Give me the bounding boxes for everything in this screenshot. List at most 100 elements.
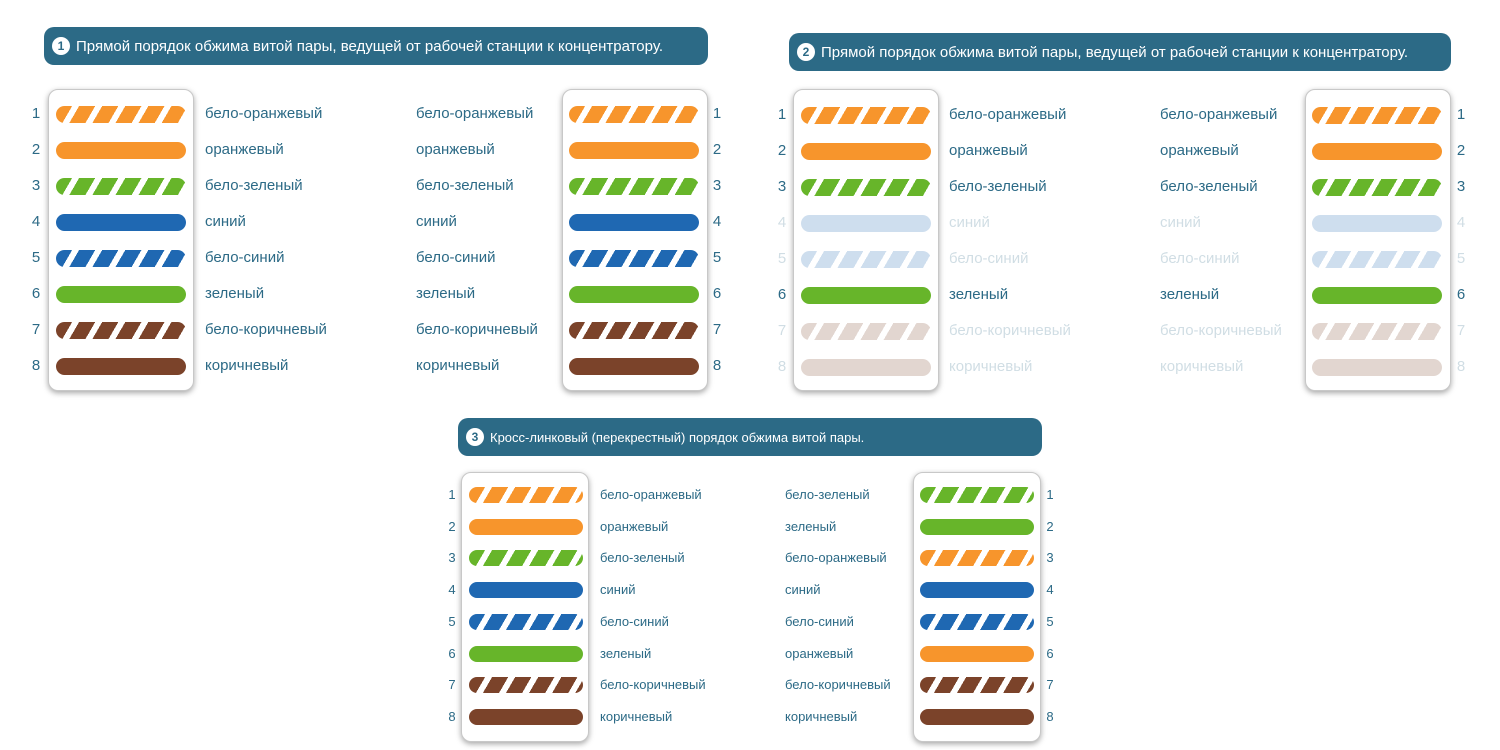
pin-number: 4 [1456, 214, 1466, 231]
wire-синий [920, 582, 1034, 599]
diagram-title: Прямой порядок обжима витой пары, ведуще… [76, 37, 663, 55]
pin-number: 1 [448, 487, 456, 502]
wire-label: бело-синий [785, 613, 854, 629]
pin-number: 3 [1046, 550, 1054, 566]
wire-label: бело-синий [205, 249, 285, 266]
wire-label: оранжевый [785, 645, 854, 661]
wire-label: бело-коричневый [600, 677, 706, 693]
wire-синий [56, 213, 186, 231]
pin-number: 7 [777, 322, 787, 339]
wire-синий [569, 213, 699, 231]
wire-коричневый [56, 357, 186, 375]
left-connector-panel [461, 472, 589, 742]
wire-бело-синий [920, 613, 1034, 630]
wire-бело-оранжевый [920, 550, 1034, 567]
wire-бело-зеленый [56, 177, 186, 195]
wire-label: бело-коричневый [785, 677, 891, 693]
diagram-title: Прямой порядок обжима витой пары, ведуще… [821, 43, 1408, 61]
wire-label: зеленый [600, 645, 652, 661]
wire-label: оранжевый [416, 141, 495, 158]
wire-label: бело-оранжевый [416, 105, 534, 122]
wire-зеленый [920, 518, 1034, 535]
wire-бело-зеленый [1312, 178, 1442, 196]
wire-label: коричневый [1160, 358, 1244, 375]
wire-label: бело-зеленый [416, 177, 514, 194]
pin-number: 3 [1456, 178, 1466, 195]
wire-label: зеленый [785, 518, 837, 534]
wire-label: зеленый [416, 285, 476, 302]
wire-label: бело-синий [1160, 250, 1240, 267]
left-connector-panel [48, 89, 194, 391]
wire-label: бело-оранжевый [600, 487, 702, 502]
pin-number: 2 [712, 141, 722, 158]
wire-label: бело-коричневый [205, 321, 327, 338]
wire-бело-синий [569, 249, 699, 267]
wire-коричневый [920, 708, 1034, 725]
wire-бело-синий [1312, 250, 1442, 268]
wire-коричневый [1312, 358, 1442, 376]
wire-оранжевый [469, 518, 583, 535]
pin-number: 6 [712, 285, 722, 302]
wire-label: бело-синий [416, 249, 496, 266]
pin-number: 5 [1456, 250, 1466, 267]
wire-label: бело-оранжевый [949, 106, 1067, 123]
pin-number: 5 [712, 249, 722, 266]
pin-number: 7 [448, 677, 456, 693]
wire-label: оранжевый [205, 141, 284, 158]
wire-коричневый [569, 357, 699, 375]
pin-number: 3 [712, 177, 722, 194]
pin-number: 2 [31, 141, 41, 158]
wire-label: бело-коричневый [949, 322, 1071, 339]
wire-label: синий [949, 214, 990, 231]
wire-label: оранжевый [1160, 142, 1239, 159]
pin-number: 8 [712, 357, 722, 374]
pin-number: 8 [1046, 708, 1054, 724]
wire-label: бело-зеленый [600, 550, 685, 566]
wire-бело-коричневый [801, 322, 931, 340]
wire-зеленый [569, 285, 699, 303]
wire-синий [801, 214, 931, 232]
wire-бело-оранжевый [1312, 106, 1442, 124]
pin-number: 8 [31, 357, 41, 374]
pin-number: 1 [777, 106, 787, 123]
pin-number: 1 [31, 105, 41, 122]
pin-number: 5 [448, 613, 456, 629]
wire-label: бело-зеленый [1160, 178, 1258, 195]
wire-label: бело-коричневый [416, 321, 538, 338]
wire-бело-оранжевый [801, 106, 931, 124]
wire-бело-зеленый [569, 177, 699, 195]
wire-label: коричневый [416, 357, 500, 374]
wire-label: коричневый [600, 708, 673, 724]
pin-number: 6 [1046, 645, 1054, 661]
diagram-title-banner: 1 Прямой порядок обжима витой пары, ведущ… [44, 27, 708, 65]
wire-оранжевый [569, 141, 699, 159]
pin-number: 8 [448, 708, 456, 724]
left-connector-panel [793, 89, 939, 391]
wire-зеленый [1312, 286, 1442, 304]
pin-number: 6 [1456, 286, 1466, 303]
wire-бело-синий [469, 613, 583, 630]
wire-бело-оранжевый [569, 105, 699, 123]
wire-label: бело-оранжевый [1160, 106, 1278, 123]
wire-label: бело-коричневый [1160, 322, 1282, 339]
wire-коричневый [469, 708, 583, 725]
wire-label: оранжевый [600, 518, 669, 534]
wire-бело-синий [56, 249, 186, 267]
diagram-title-banner: 2 Прямой порядок обжима витой пары, ведущ… [789, 33, 1451, 71]
wire-оранжевый [1312, 142, 1442, 160]
pin-number: 2 [777, 142, 787, 159]
wire-бело-коричневый [56, 321, 186, 339]
wire-label: коричневый [949, 358, 1033, 375]
right-connector-panel [913, 472, 1041, 742]
pin-number: 4 [31, 213, 41, 230]
wire-label: бело-оранжевый [785, 550, 887, 566]
number-badge: 3 [466, 428, 484, 446]
right-connector-panel [1305, 89, 1451, 391]
pin-number: 5 [31, 249, 41, 266]
pin-number: 6 [31, 285, 41, 302]
wire-label: синий [205, 213, 246, 230]
wire-бело-коричневый [469, 677, 583, 694]
pin-number: 1 [1456, 106, 1466, 123]
wire-label: бело-синий [949, 250, 1029, 267]
wire-label: бело-зеленый [785, 487, 870, 502]
